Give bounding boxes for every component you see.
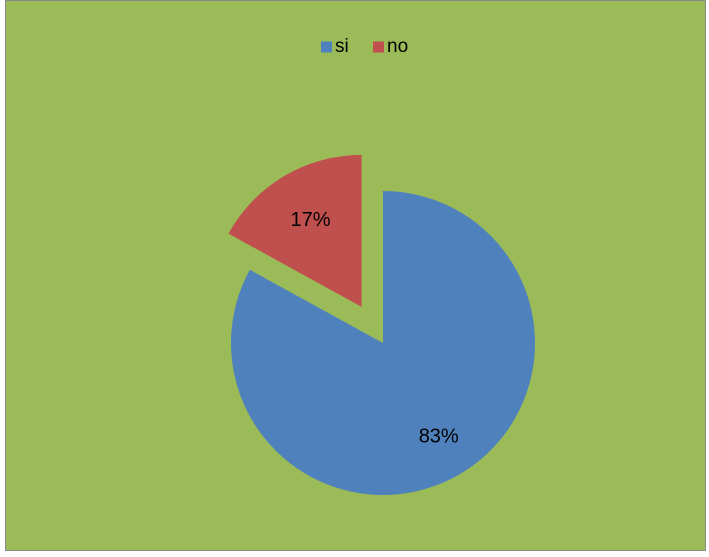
data-labels: 83% 17% (291, 209, 459, 448)
pie-slice-no (228, 154, 362, 307)
legend-label-si: si (335, 36, 349, 57)
legend: si no (321, 36, 408, 57)
data-label-no: 17% (291, 209, 331, 231)
legend-label-no: no (387, 36, 408, 57)
legend-swatch-no (373, 41, 384, 53)
data-label-si: 83% (419, 425, 459, 447)
legend-item-no: no (373, 36, 408, 57)
legend-swatch-si (321, 41, 332, 53)
legend-item-si: si (321, 36, 349, 57)
pie-slice-si (230, 191, 535, 496)
pie-slices (228, 154, 535, 496)
